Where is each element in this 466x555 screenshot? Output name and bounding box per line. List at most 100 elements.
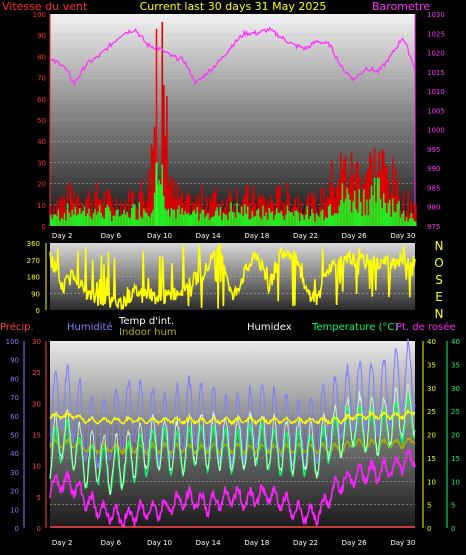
wind-average-bar	[172, 209, 174, 226]
wind-gust-bar	[205, 197, 208, 226]
wind-average-bar	[57, 209, 60, 226]
wind-gust-bar	[170, 176, 173, 226]
wind-average-bar	[390, 216, 393, 226]
wind-gust-bar	[276, 186, 278, 226]
wind-gust-bar	[149, 190, 151, 226]
wind-average-bar	[291, 211, 293, 226]
wind-gust-bar	[250, 208, 252, 226]
wind-average-bar	[294, 210, 296, 226]
wind-gust-bar	[187, 192, 190, 226]
wind-gust-bar	[324, 202, 327, 226]
wind-average-bar	[222, 212, 225, 226]
wind-average-bar	[361, 216, 364, 226]
wind-gust-bar	[60, 201, 63, 226]
wind-average-bar	[132, 203, 135, 226]
wind-average-bar	[92, 213, 95, 226]
wind-average-bar	[85, 216, 87, 226]
wind-gust-bar	[352, 174, 354, 226]
wind-gust-bar	[72, 190, 75, 226]
compass-label: S	[435, 273, 443, 287]
temp-y-tick-inner: 10	[427, 478, 436, 486]
wind-average-bar	[405, 217, 408, 226]
wind-average-bar	[301, 215, 304, 226]
barometer-y-tick: 985	[427, 184, 440, 192]
barometer-y-tick: 990	[427, 165, 440, 173]
wind-average-bar	[340, 199, 342, 226]
humidity-y-tick: 70	[10, 394, 19, 402]
wind-average-bar	[50, 214, 52, 226]
wind-average-bar	[51, 218, 54, 226]
wind-average-bar	[283, 219, 286, 226]
barometer-axis-label: Barometre	[372, 0, 430, 13]
wind-average-bar	[149, 217, 151, 226]
wind-average-bar	[338, 205, 341, 226]
wind-average-bar	[62, 218, 64, 226]
wind-average-bar	[250, 218, 252, 226]
wind-average-bar	[137, 219, 139, 226]
wind-average-bar	[320, 211, 322, 226]
wind-gust-bar	[247, 185, 249, 226]
wind-average-bar	[159, 184, 162, 226]
wind-average-bar	[401, 213, 403, 226]
precip-y-tick: 5	[37, 494, 41, 502]
humidity-y-tick: 10	[10, 506, 19, 514]
wind-gust-bar	[272, 203, 275, 226]
wind-gust-bar	[413, 204, 416, 226]
wind-average-bar	[337, 213, 339, 226]
barometer-y-tick: 995	[427, 146, 440, 154]
precip-axis-label: Précip.	[0, 321, 34, 333]
temp-y-tick-inner: 40	[427, 338, 436, 346]
wind-gust-bar	[384, 166, 387, 226]
wind-average-bar	[262, 205, 264, 226]
wind-average-bar	[111, 221, 113, 226]
wind-average-bar	[353, 190, 356, 226]
wind-average-bar	[300, 213, 303, 226]
wind-y-tick: 10	[37, 202, 46, 210]
wind-average-bar	[274, 214, 277, 226]
wind-average-bar	[236, 203, 238, 226]
wind-average-bar	[295, 210, 298, 226]
wind-average-bar	[60, 217, 63, 226]
wind-average-bar	[364, 214, 367, 226]
wind-gust-bar	[86, 195, 89, 226]
wind-average-bar	[318, 217, 321, 226]
wind-average-bar	[398, 200, 400, 226]
wind-gust-bar	[259, 195, 261, 226]
temp-y-tick-inner: 25	[427, 408, 436, 416]
wind-average-bar	[355, 209, 358, 226]
wind-gust-bar	[124, 200, 127, 226]
temp-y-axis-inner: 0 5 10 15 20 25 30 35 40	[422, 338, 436, 533]
wind-gust-bar	[326, 196, 329, 226]
wind-average-bar	[170, 208, 173, 226]
wind-average-bar	[247, 206, 249, 226]
wind-average-bar	[83, 206, 86, 226]
barometer-y-tick: 1010	[427, 88, 445, 96]
temp-date-label: Day 26	[342, 539, 368, 547]
wind-average-bar	[385, 212, 388, 226]
wind-y-tick: 80	[37, 53, 46, 61]
wind-average-bar	[117, 209, 119, 226]
wind-average-bar	[266, 219, 269, 226]
wind-gust-bar	[369, 152, 371, 226]
wind-gust-bar	[253, 186, 255, 226]
wind-average-bar	[146, 212, 148, 226]
wind-average-bar	[321, 209, 324, 226]
humidex-label: Humidex	[247, 322, 292, 333]
wind-average-bar	[375, 202, 377, 226]
wind-gust-bar	[214, 188, 217, 226]
wind-average-bar	[382, 193, 385, 226]
wind-gust-bar	[140, 179, 142, 226]
wind-average-bar	[211, 216, 214, 226]
wind-gust-bar	[285, 202, 287, 226]
wind-date-label: Day 26	[342, 232, 368, 240]
wind-gust-bar	[163, 84, 165, 226]
wind-average-bar	[141, 218, 144, 226]
wind-average-bar	[86, 213, 89, 226]
temp-y-tick-outer: 25	[451, 408, 460, 416]
wind-average-bar	[127, 216, 130, 226]
wind-gust-bar	[390, 192, 393, 226]
wind-gust-bar	[62, 195, 64, 226]
humidity-axis-label: Humidité	[67, 321, 113, 333]
humidity-y-tick: 40	[10, 450, 19, 458]
wind-gust-bar	[379, 172, 382, 226]
